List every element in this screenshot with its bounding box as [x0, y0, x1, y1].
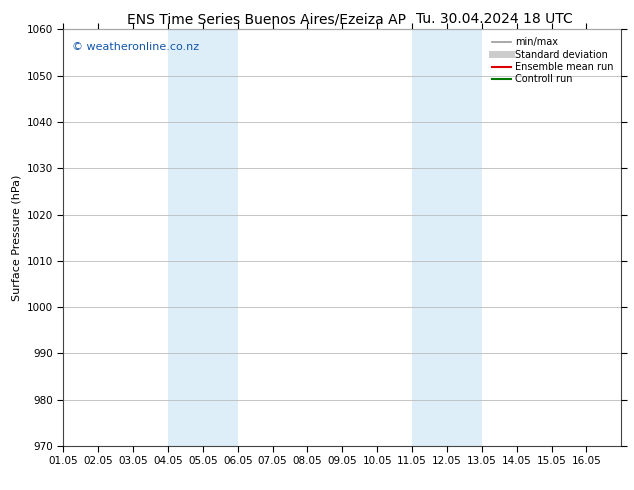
- Text: ENS Time Series Buenos Aires/Ezeiza AP: ENS Time Series Buenos Aires/Ezeiza AP: [127, 12, 406, 26]
- Y-axis label: Surface Pressure (hPa): Surface Pressure (hPa): [11, 174, 21, 301]
- Text: Tu. 30.04.2024 18 UTC: Tu. 30.04.2024 18 UTC: [416, 12, 573, 26]
- Bar: [168, 29, 238, 446]
- Bar: [412, 29, 482, 446]
- Text: © weatheronline.co.nz: © weatheronline.co.nz: [72, 42, 199, 52]
- Legend: min/max, Standard deviation, Ensemble mean run, Controll run: min/max, Standard deviation, Ensemble me…: [489, 34, 616, 87]
